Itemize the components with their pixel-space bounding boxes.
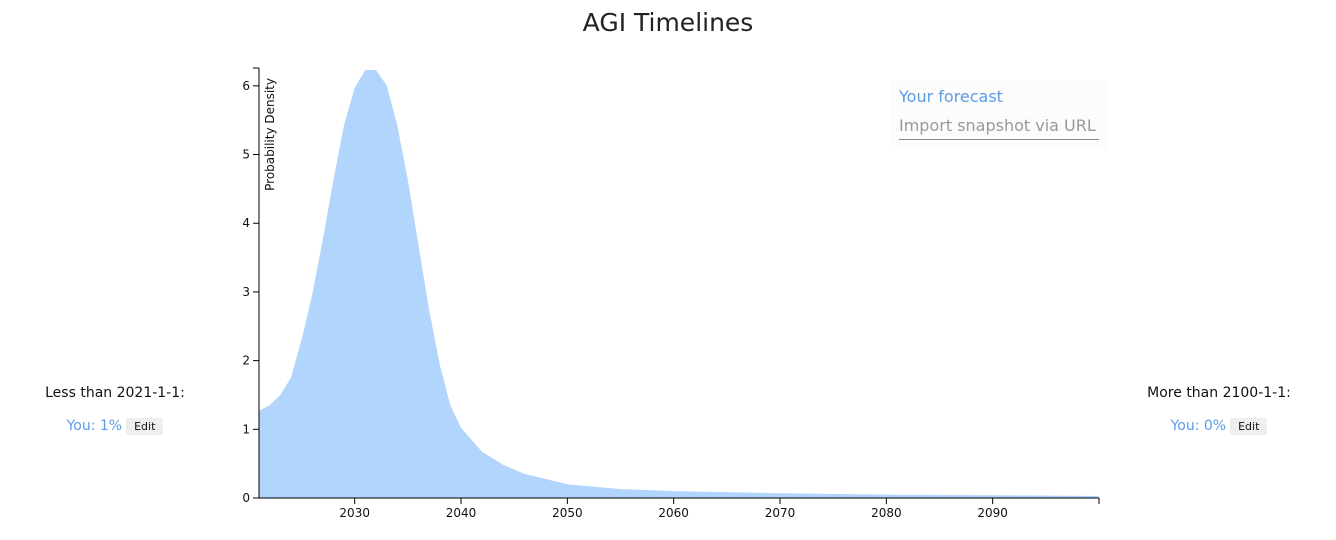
import-input[interactable]: Import snapshot via URL	[899, 116, 1099, 140]
x-tick-label: 2040	[446, 506, 477, 520]
chart-title: AGI Timelines	[582, 8, 754, 37]
panel-heading: More than 2100-1-1:	[1147, 385, 1291, 401]
panel-value: You: 1%	[66, 418, 123, 434]
y-tick-label: 0	[242, 491, 250, 505]
edit-button[interactable]: Edit	[126, 418, 164, 435]
left-panel: Less than 2021-1-1: You: 1% Edit	[20, 385, 210, 435]
x-tick-label: 2050	[552, 506, 583, 520]
x-tick-label: 2070	[765, 506, 796, 520]
y-tick-label: 2	[242, 354, 250, 368]
x-tick-label: 2060	[658, 506, 689, 520]
y-axis-label: Probability Density	[263, 78, 277, 191]
panel-value: You: 0%	[1170, 418, 1227, 434]
y-tick-label: 6	[242, 79, 250, 93]
y-tick-label: 1	[242, 422, 250, 436]
x-tick-label: 2030	[339, 506, 370, 520]
y-tick-label: 3	[242, 285, 250, 299]
legend-box: Your forecast Import snapshot via URL	[890, 80, 1108, 150]
edit-button[interactable]: Edit	[1230, 418, 1268, 435]
x-tick-label: 2090	[977, 506, 1008, 520]
y-tick-label: 4	[242, 216, 250, 230]
x-tick-label: 2080	[871, 506, 902, 520]
legend-entry: Your forecast	[899, 87, 1003, 106]
density-area	[259, 70, 1099, 498]
panel-heading: Less than 2021-1-1:	[45, 385, 185, 401]
y-tick-label: 5	[242, 148, 250, 162]
right-panel: More than 2100-1-1: You: 0% Edit	[1124, 385, 1314, 435]
